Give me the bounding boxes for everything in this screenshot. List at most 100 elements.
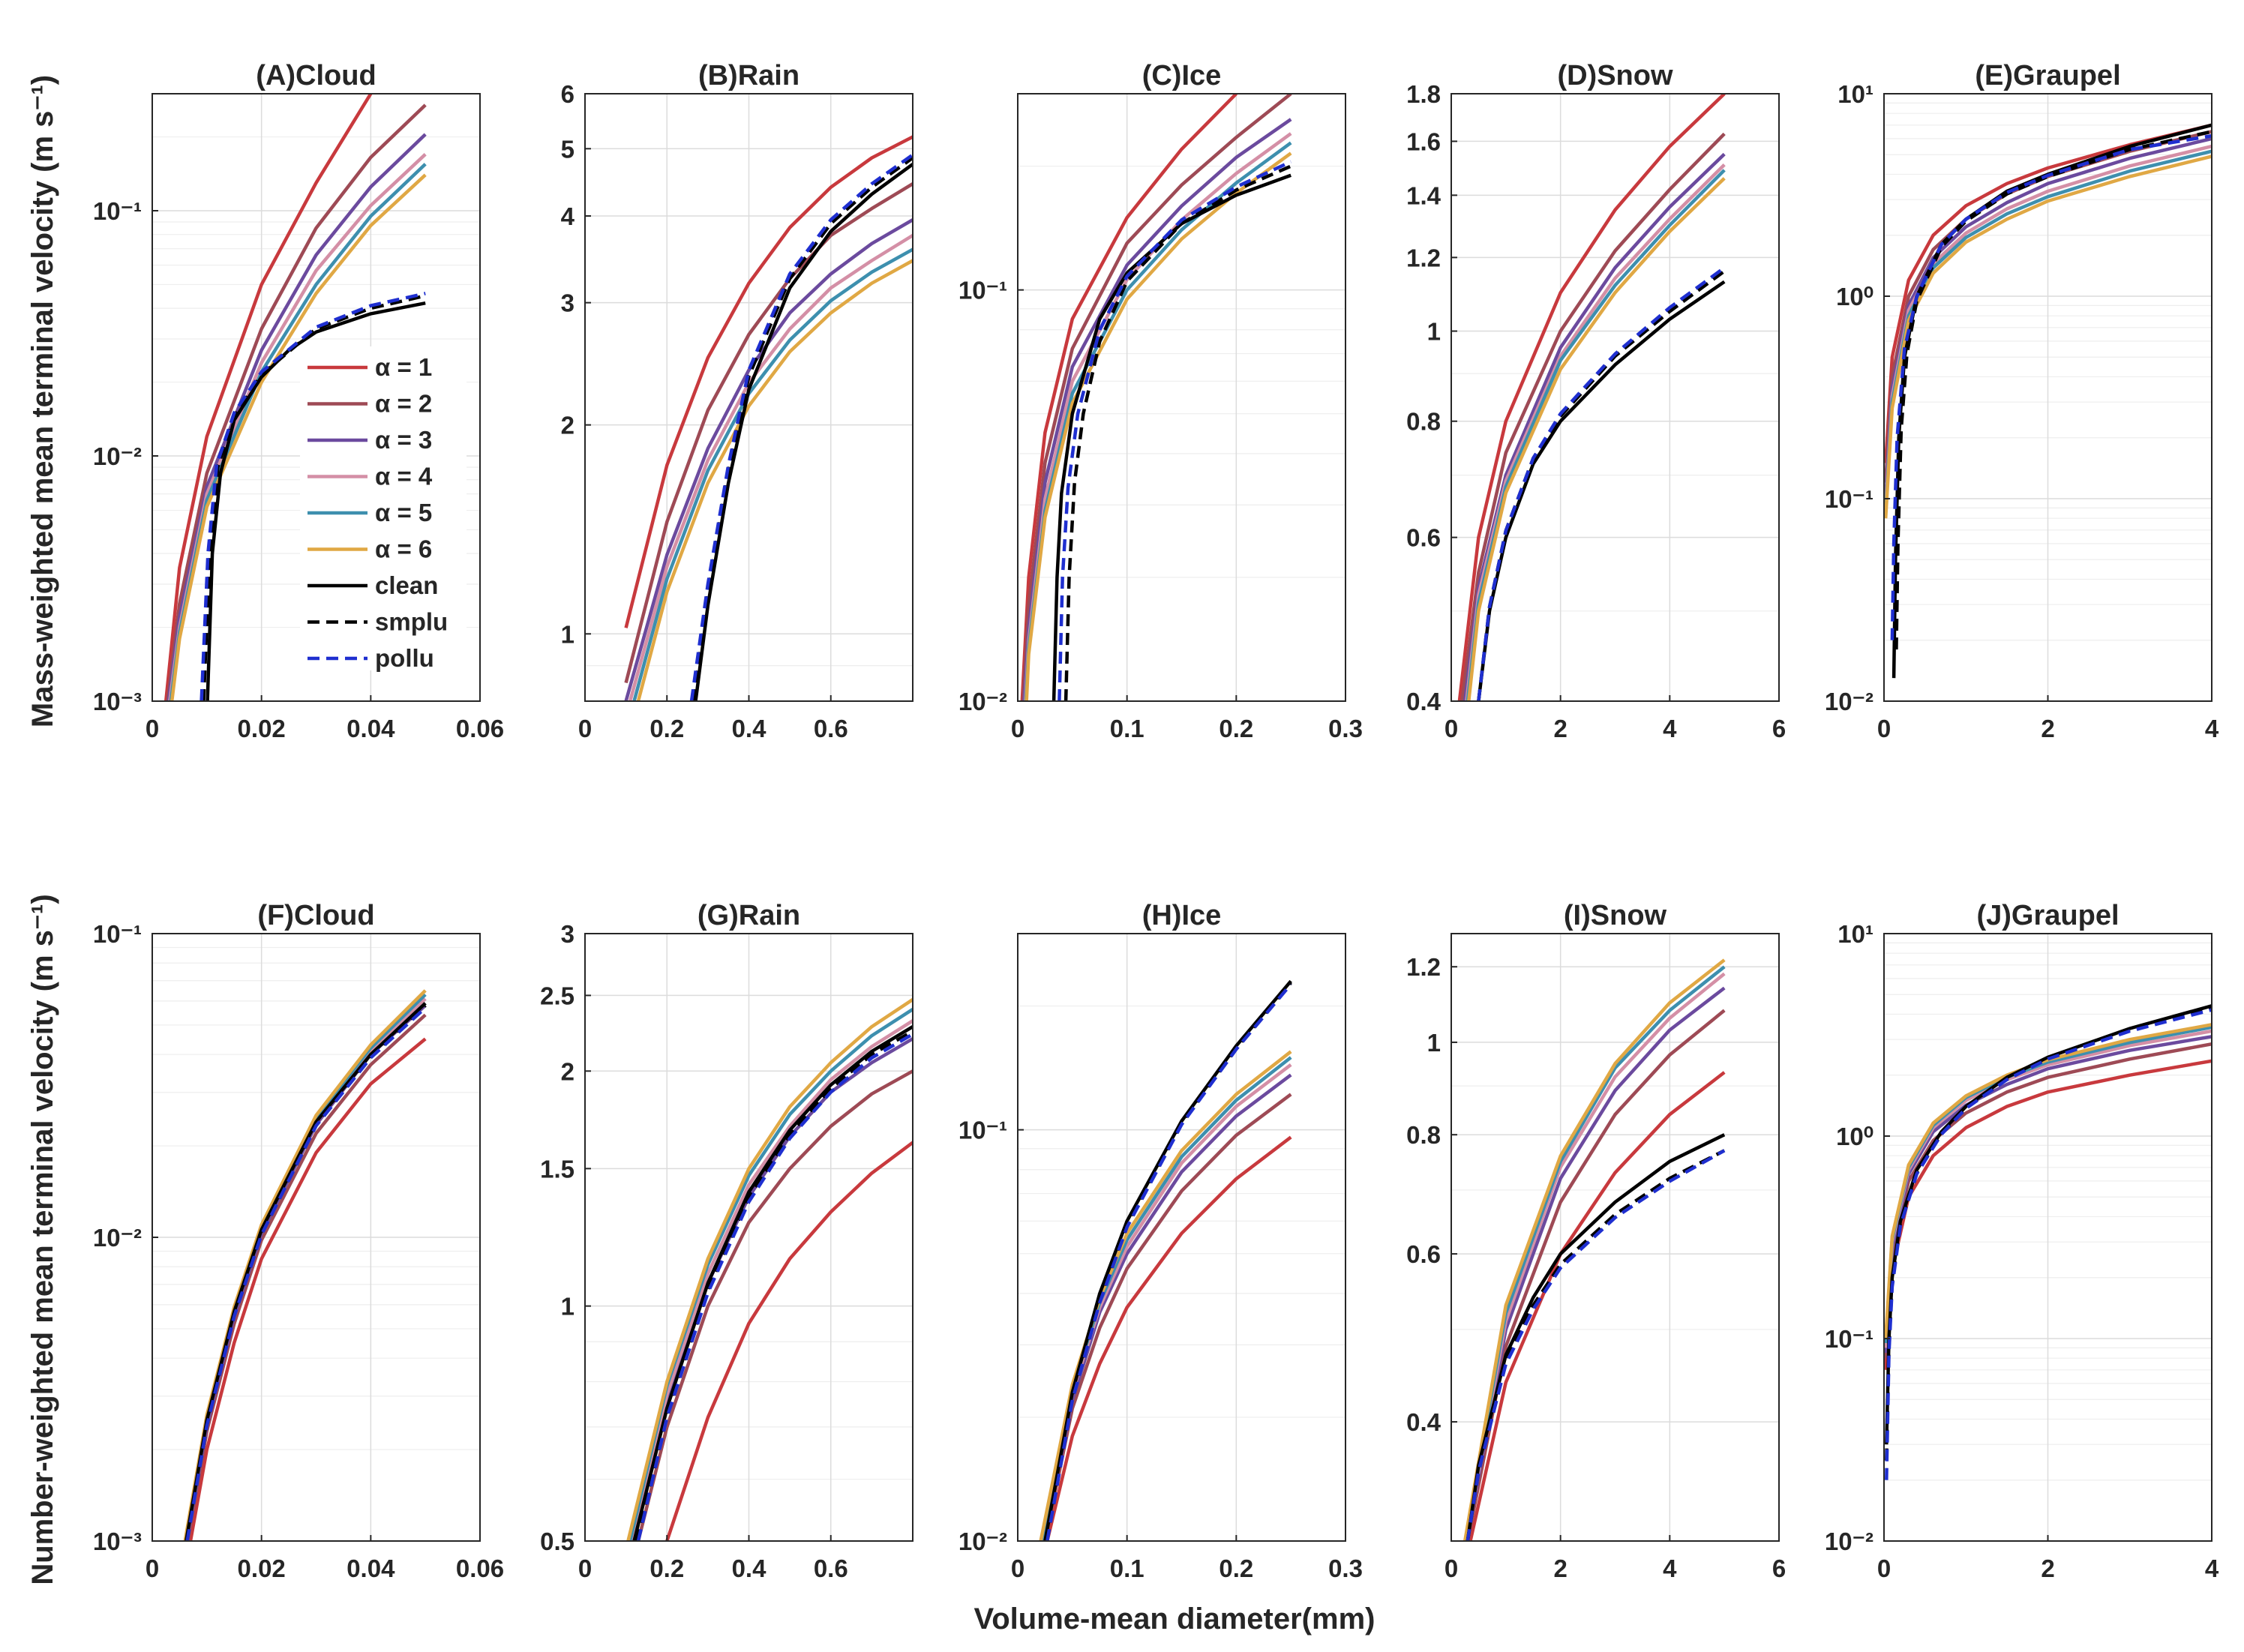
series-line-3 [1462, 152, 1726, 701]
panel-title: (A)Cloud [256, 60, 376, 91]
series-group [1462, 958, 1726, 1541]
y-tick-label: 1.2 [1406, 244, 1441, 271]
series-line-smplu [202, 294, 426, 701]
y-tick-label: 10⁻¹ [958, 277, 1007, 304]
x-tick-label: 0.3 [1328, 715, 1363, 742]
legend-label: α = 3 [375, 426, 432, 454]
y-tick-label: 3 [561, 289, 574, 317]
panel-title: (B)Rain [698, 60, 800, 91]
legend-label: smplu [375, 608, 448, 636]
series-line-pollu [689, 153, 913, 701]
x-tick-label: 0.4 [732, 1555, 767, 1582]
x-tick-label: 0.1 [1110, 715, 1144, 742]
panel-G: 0 0.2 0.4 0.6 0.5 1 1.5 2 2.5 3 (G)Rain [540, 900, 914, 1582]
panel-title: (H)Ice [1142, 900, 1222, 931]
y-tick-label: 10⁻³ [93, 688, 142, 715]
x-tick-label: 6 [1772, 715, 1786, 742]
x-tick-label: 0.1 [1110, 1555, 1144, 1582]
series-group [164, 94, 427, 701]
series-line-6 [1884, 154, 2212, 519]
series-line-6 [170, 173, 427, 701]
panels: 0 0.02 0.04 0.06 10⁻³ 10⁻² 10⁻¹ (A)Cloud 0 0.2 0.4… [93, 60, 2219, 1582]
panel-J: 0 2 4 10⁻² 10⁻¹ 10⁰ 10¹ (J)Graupel [1825, 900, 2219, 1582]
x-tick-label: 0 [1444, 1555, 1458, 1582]
series-group [183, 989, 427, 1541]
x-tick-label: 0 [1011, 715, 1024, 742]
panel-title: (J)Graupel [1976, 900, 2119, 931]
y-tick-label: 10⁻¹ [1825, 485, 1874, 513]
series-line-clean [206, 301, 426, 701]
series-line-pollu [636, 1033, 913, 1541]
panel-I: 0 2 4 6 0.4 0.6 0.8 1 1.2 (I)Snow [1406, 900, 1786, 1582]
panel-E: 0 2 4 10⁻² 10⁻¹ 10⁰ 10¹ (E)Graupel [1825, 60, 2219, 742]
series-group [1020, 94, 1292, 701]
x-tick-label: 0 [146, 715, 159, 742]
panel-B: 0 0.2 0.4 0.6 1 2 3 4 5 6 (B)Rain [561, 60, 914, 742]
series-line-2 [1460, 132, 1726, 701]
y-tick-label: 0.6 [1406, 1240, 1441, 1268]
y-tick-label: 10⁻² [958, 1528, 1007, 1555]
x-axis-label: Volume-mean diameter(mm) [974, 1603, 1376, 1636]
y-tick-label: 2 [561, 412, 574, 439]
series-line-smplu [692, 156, 913, 701]
axes-frame [1450, 933, 1780, 1542]
legend: α = 1 α = 2 α = 3 α = 4 α = 5 α = 6 clean smplu… [300, 346, 466, 672]
y-tick-label: 6 [561, 80, 574, 108]
series-group [1884, 123, 2212, 679]
x-tick-label: 0 [1444, 715, 1458, 742]
series-line-1 [188, 1037, 427, 1541]
y-tick-label: 10⁻² [93, 1224, 142, 1252]
y-tick-label: 10⁰ [1836, 283, 1874, 310]
series-group [1457, 94, 1726, 701]
series-line-pollu [1885, 1008, 2212, 1480]
legend-label: α = 4 [375, 463, 433, 490]
y-tick-label: 3 [561, 920, 574, 948]
series-line-1 [1884, 123, 2212, 463]
x-tick-label: 0.02 [238, 715, 286, 742]
series-line-2 [1022, 94, 1292, 701]
plot-area [1018, 934, 1346, 1541]
panel-C: 0 0.1 0.2 0.3 10⁻² 10⁻¹ (C)Ice [958, 60, 1363, 742]
axes-frame [1450, 93, 1780, 702]
series-line-2 [624, 182, 913, 684]
series-group [626, 998, 913, 1541]
panel-D: 0 2 4 6 0.4 0.6 0.8 1 1.2 1.4 1.6 1.8 (D)Snow [1406, 60, 1786, 742]
y-tick-label: 0.8 [1406, 408, 1441, 436]
series-line-6 [636, 259, 913, 701]
y-tick-label: 10⁰ [1836, 1123, 1874, 1150]
y-tick-label: 10⁻³ [93, 1528, 142, 1555]
panel-title: (G)Rain [698, 900, 800, 931]
y-tick-label: 0.5 [540, 1528, 574, 1555]
panel-H: 0 0.1 0.2 0.3 10⁻² 10⁻¹ (H)Ice [958, 900, 1363, 1582]
x-tick-label: 0 [146, 1555, 159, 1582]
series-group [1039, 979, 1292, 1541]
x-tick-label: 0.3 [1328, 1555, 1363, 1582]
x-tick-label: 0 [1011, 1555, 1024, 1582]
y-tick-label: 10⁻² [1825, 688, 1874, 715]
series-line-smplu [1894, 130, 2212, 650]
y-tick-label: 1 [1427, 318, 1441, 346]
series-line-1 [1046, 1135, 1292, 1541]
series-line-pollu [1466, 1149, 1726, 1541]
series-line-1 [1020, 94, 1238, 701]
y-tick-label: 2.5 [540, 982, 574, 1009]
legend-label: pollu [375, 644, 434, 672]
x-tick-label: 0.6 [814, 715, 848, 742]
x-tick-label: 4 [2205, 715, 2219, 742]
y-tick-label: 10⁻² [93, 442, 142, 470]
x-tick-label: 6 [1772, 1555, 1786, 1582]
series-line-1 [1457, 94, 1726, 701]
series-line-6 [1467, 177, 1726, 701]
x-tick-label: 0.06 [456, 1555, 504, 1582]
legend-label: clean [375, 571, 438, 599]
series-line-clean [1052, 173, 1292, 701]
panel-title: (I)Snow [1564, 900, 1667, 931]
y-tick-label: 10⁻² [958, 688, 1007, 715]
row-label-bottom: Number-weighted mean terminal velocity (… [26, 894, 59, 1585]
row-label-top: Mass-weighted mean terminal velocity (m … [26, 75, 59, 727]
x-tick-label: 4 [1663, 1555, 1677, 1582]
x-tick-label: 0 [1877, 1555, 1891, 1582]
y-tick-label: 10⁻¹ [958, 1117, 1007, 1144]
y-tick-label: 10⁻² [1825, 1528, 1874, 1555]
x-tick-label: 0.04 [346, 715, 395, 742]
